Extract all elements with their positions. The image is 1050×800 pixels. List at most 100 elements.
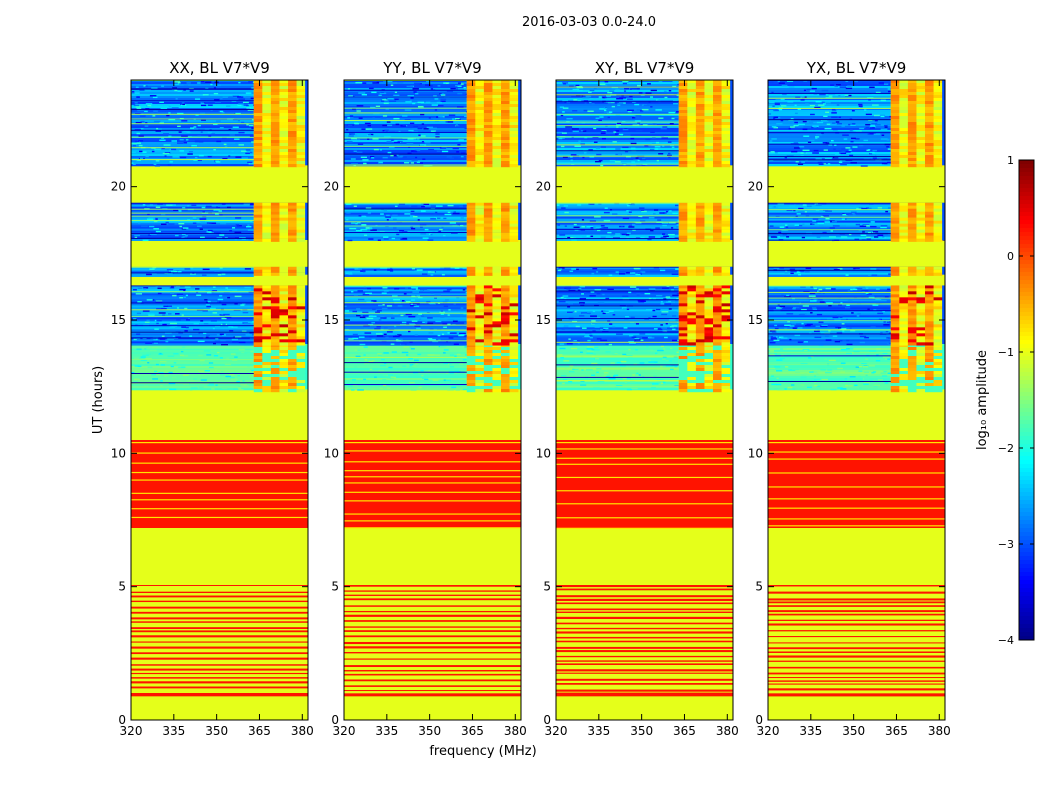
colorbar-step [1019, 472, 1034, 477]
segment-flagged [131, 165, 308, 203]
colorbar-step [1019, 172, 1034, 177]
colorbar-step [1019, 528, 1034, 533]
colorbar-step [1019, 180, 1034, 185]
colorbar-step [1019, 412, 1034, 417]
segment-flagged [556, 274, 733, 286]
colorbar-step [1019, 276, 1034, 281]
y-tick-label: 10 [324, 446, 339, 460]
panel-title: XX, BL V7*V9 [169, 59, 270, 77]
colorbar-step [1019, 384, 1034, 389]
colorbar-step [1019, 348, 1034, 353]
segment-data [768, 285, 945, 346]
colorbar-step [1019, 184, 1034, 189]
colorbar-step [1019, 272, 1034, 277]
segment-data_weak [768, 344, 945, 393]
colorbar-step [1019, 616, 1034, 621]
y-tick-label: 10 [536, 446, 551, 460]
segment-striped_orange [131, 565, 308, 697]
colorbar-step [1019, 308, 1034, 313]
heatmap-image [556, 80, 733, 720]
colorbar-step [1019, 580, 1034, 585]
panel-xy: XY, BL V7*V9 320 335 350 365 380 0 5 10 15 20 [536, 59, 739, 738]
colorbar-step [1019, 572, 1034, 577]
colorbar-step [1019, 228, 1034, 233]
y-tick-label: 20 [748, 180, 763, 194]
x-tick-label: 380 [716, 724, 739, 738]
colorbar-step [1019, 428, 1034, 433]
colorbar-step [1019, 544, 1034, 549]
colorbar-step [1019, 288, 1034, 293]
colorbar-step [1019, 240, 1034, 245]
x-tick-label: 335 [162, 724, 185, 738]
colorbar-step [1019, 504, 1034, 509]
panel-yy: YY, BL V7*V9 320 335 350 365 380 0 5 10 15 20 [324, 59, 527, 738]
segment-data [131, 266, 308, 277]
axes-frame [343, 79, 522, 721]
colorbar-tick-label: 1 [1007, 154, 1014, 167]
colorbar-step [1019, 596, 1034, 601]
colorbar-step [1019, 416, 1034, 421]
segment-striped_orange [556, 565, 733, 697]
colorbar-step [1019, 316, 1034, 321]
colorbar-tick-label: −1 [998, 346, 1014, 359]
colorbar-step [1019, 360, 1034, 365]
colorbar-step [1019, 576, 1034, 581]
y-tick-label: 15 [324, 313, 339, 327]
colorbar-step [1019, 376, 1034, 381]
segment-flagged [556, 240, 733, 267]
x-tick-label: 380 [291, 724, 314, 738]
segment-flagged [131, 240, 308, 267]
y-tick-label: 5 [543, 580, 551, 594]
colorbar-step [1019, 636, 1034, 641]
colorbar-step [1019, 372, 1034, 377]
colorbar-step [1019, 628, 1034, 633]
x-tick-label: 365 [248, 724, 271, 738]
segment-data [556, 202, 733, 242]
colorbar-step [1019, 460, 1034, 465]
segment-solid_orange [344, 440, 521, 529]
segment-solid_orange [131, 440, 308, 528]
colorbar-step [1019, 608, 1034, 613]
segment-data [131, 80, 308, 168]
colorbar-step [1019, 520, 1034, 525]
colorbar-step [1019, 524, 1034, 529]
colorbar-step [1019, 424, 1034, 429]
colorbar-step [1019, 444, 1034, 449]
colorbar-step [1019, 556, 1034, 561]
x-axis-label: frequency (MHz) [429, 744, 536, 759]
x-tick-label: 320 [120, 724, 143, 738]
colorbar-step [1019, 440, 1034, 445]
panel-title: XY, BL V7*V9 [595, 59, 695, 77]
segment-data_weak [131, 344, 308, 393]
colorbar-step [1019, 200, 1034, 205]
segment-flagged [556, 389, 733, 440]
colorbar-step [1019, 332, 1034, 337]
segment-solid_orange [556, 440, 733, 529]
segment-data [556, 285, 733, 346]
y-tick-label: 20 [111, 180, 126, 194]
heatmap-image [131, 80, 308, 720]
colorbar-step [1019, 408, 1034, 413]
segment-data [768, 202, 945, 242]
segment-flagged [768, 274, 945, 286]
x-tick-label: 365 [885, 724, 908, 738]
colorbar-step [1019, 268, 1034, 273]
colorbar-step [1019, 256, 1034, 261]
colorbar-step [1019, 396, 1034, 401]
colorbar-step [1019, 192, 1034, 197]
segment-flagged [131, 274, 308, 286]
colorbar-step [1019, 344, 1034, 349]
x-tick-label: 320 [333, 724, 356, 738]
colorbar-step [1019, 164, 1034, 169]
colorbar-step [1019, 476, 1034, 481]
colorbar-step [1019, 232, 1034, 237]
y-tick-label: 0 [755, 713, 763, 727]
colorbar-step [1019, 380, 1034, 385]
segment-data [556, 266, 733, 277]
colorbar-step [1019, 304, 1034, 309]
y-tick-label: 15 [111, 313, 126, 327]
colorbar-step [1019, 632, 1034, 637]
y-tick-label: 5 [331, 580, 339, 594]
x-tick-label: 320 [757, 724, 780, 738]
colorbar-step [1019, 536, 1034, 541]
